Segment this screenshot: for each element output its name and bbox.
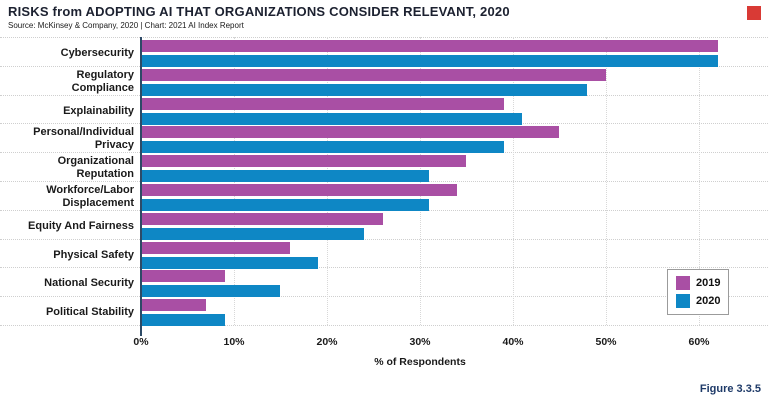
bar-2019-regulatory-compliance bbox=[141, 69, 606, 81]
legend: 2019 2020 bbox=[667, 269, 730, 315]
bar-2019-equity-and-fairness bbox=[141, 213, 383, 225]
category-label-explainability: Explainability bbox=[0, 97, 134, 125]
category-label-line: Regulatory bbox=[76, 69, 134, 81]
legend-label-2020: 2020 bbox=[696, 295, 721, 307]
gridline-60% bbox=[699, 37, 700, 325]
bar-2019-organizational-reputation bbox=[141, 155, 466, 167]
y-axis-line bbox=[140, 37, 142, 331]
category-label-workforce-labor-displacement: Workforce/Labor Displacement bbox=[0, 183, 134, 211]
legend-item-2020: 2020 bbox=[676, 294, 720, 308]
x-axis-tick-40%: 40% bbox=[502, 336, 524, 348]
gridline-50% bbox=[606, 37, 607, 325]
page-title: RISKS from ADOPTING AI THAT ORGANIZATION… bbox=[8, 4, 510, 19]
category-label-line: Explainability bbox=[63, 104, 134, 117]
x-axis-tick-30%: 30% bbox=[409, 336, 431, 348]
bar-2020-political-stability bbox=[141, 314, 225, 326]
bar-2019-explainability bbox=[141, 98, 504, 110]
bar-2020-regulatory-compliance bbox=[141, 84, 587, 96]
category-label-line: Organizational bbox=[57, 155, 134, 167]
zero-tick bbox=[140, 331, 142, 336]
category-label-organizational-reputation: Organizational Reputation bbox=[0, 154, 134, 182]
category-label-personal-individual-privacy: Personal/Individual Privacy bbox=[0, 125, 134, 153]
row-separator bbox=[0, 296, 768, 297]
row-separator bbox=[0, 239, 768, 240]
category-label-equity-and-fairness: Equity And Fairness bbox=[0, 212, 134, 240]
bar-2020-explainability bbox=[141, 113, 522, 125]
bar-2019-personal-individual-privacy bbox=[141, 126, 559, 138]
category-label-political-stability: Political Stability bbox=[0, 298, 134, 326]
legend-swatch-2020 bbox=[676, 294, 690, 308]
legend-item-2019: 2019 bbox=[676, 276, 720, 290]
bar-2020-cybersecurity bbox=[141, 55, 718, 67]
x-axis-tick-20%: 20% bbox=[316, 336, 338, 348]
category-label-line: National Security bbox=[44, 276, 134, 289]
category-label-line: Compliance bbox=[71, 82, 134, 94]
x-axis-tick-60%: 60% bbox=[688, 336, 710, 348]
x-axis-label: % of Respondents bbox=[374, 356, 466, 368]
category-label-national-security: National Security bbox=[0, 269, 134, 297]
bar-2019-physical-safety bbox=[141, 242, 290, 254]
bar-2020-organizational-reputation bbox=[141, 170, 429, 182]
bar-2020-personal-individual-privacy bbox=[141, 141, 504, 153]
bar-2020-national-security bbox=[141, 285, 280, 297]
source-line: Source: McKinsey & Company, 2020 | Chart… bbox=[8, 21, 244, 30]
bar-2019-workforce-labor-displacement bbox=[141, 184, 457, 196]
bar-2019-national-security bbox=[141, 270, 225, 282]
x-axis-tick-10%: 10% bbox=[223, 336, 245, 348]
bar-2019-cybersecurity bbox=[141, 40, 718, 52]
legend-swatch-2019 bbox=[676, 276, 690, 290]
bar-2020-physical-safety bbox=[141, 257, 318, 269]
bar-2020-equity-and-fairness bbox=[141, 228, 364, 240]
row-separator bbox=[0, 325, 768, 326]
report-logo-mark bbox=[747, 6, 761, 20]
category-label-line: Equity And Fairness bbox=[28, 219, 134, 232]
category-label-line: Physical Safety bbox=[53, 248, 134, 261]
x-axis-tick-50%: 50% bbox=[595, 336, 617, 348]
row-separator bbox=[0, 37, 768, 38]
row-separator bbox=[0, 267, 768, 268]
bar-2019-political-stability bbox=[141, 299, 206, 311]
category-label-line: Cybersecurity bbox=[60, 46, 134, 59]
bar-2020-workforce-labor-displacement bbox=[141, 199, 429, 211]
category-label-line: Personal/Individual bbox=[33, 126, 134, 138]
category-label-regulatory-compliance: Regulatory Compliance bbox=[0, 68, 134, 96]
x-axis-tick-0%: 0% bbox=[133, 336, 149, 348]
category-label-line: Political Stability bbox=[45, 305, 134, 318]
figure-label: Figure 3.3.5 bbox=[699, 383, 761, 395]
category-label-line: Workforce/Labor bbox=[46, 184, 134, 196]
category-label-line: Privacy bbox=[94, 139, 134, 151]
category-label-line: Displacement bbox=[62, 197, 134, 209]
category-label-cybersecurity: Cybersecurity bbox=[0, 39, 134, 67]
gridline-40% bbox=[513, 37, 514, 325]
category-label-physical-safety: Physical Safety bbox=[0, 241, 134, 269]
legend-label-2019: 2019 bbox=[696, 277, 721, 289]
category-label-line: Reputation bbox=[76, 168, 134, 180]
